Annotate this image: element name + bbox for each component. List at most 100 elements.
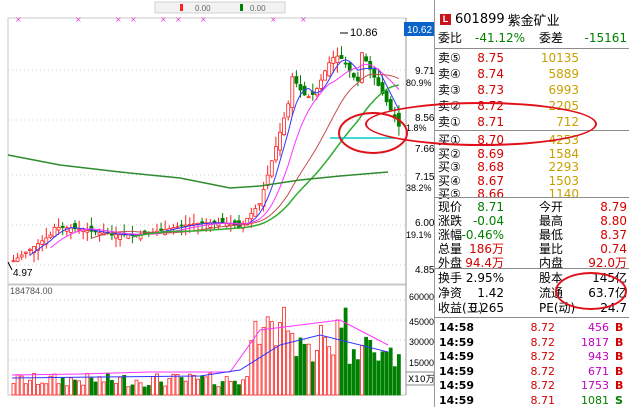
- volume-bar: [372, 352, 377, 396]
- tick-time: 14:59: [439, 350, 475, 363]
- tick-price: 8.72: [530, 364, 556, 378]
- tick-time: 14:58: [439, 321, 475, 334]
- fund-value: 1.42: [477, 286, 504, 300]
- volume-bar: [138, 382, 143, 396]
- tick-time: 14:59: [439, 393, 475, 407]
- weibi-row: 委比 -41.12% 委差 -15161: [435, 30, 629, 46]
- volume-bar: [273, 345, 278, 396]
- legend-value: 0.00: [250, 4, 266, 13]
- bid-price: 8.68: [477, 160, 504, 174]
- volume-axis-label: 60000: [409, 292, 434, 302]
- fib-pct-label: 19.1%: [406, 230, 432, 240]
- price-axis-label: 6.00: [415, 218, 434, 229]
- candle-body: [343, 62, 348, 65]
- stock-name: 紫金矿业: [507, 13, 560, 29]
- bid-volume: 1584: [548, 146, 579, 161]
- candle-body: [339, 54, 344, 60]
- candle-body: [48, 234, 53, 238]
- divider: [435, 268, 629, 269]
- volume-bar: [27, 379, 32, 396]
- volume-bar: [77, 380, 81, 396]
- ma5-line: [29, 59, 400, 256]
- candle-body: [245, 217, 250, 226]
- legend-value: 0.00: [195, 4, 211, 13]
- stat-value-2: 92.0万: [588, 256, 627, 270]
- price-pane-frame: [7, 17, 407, 285]
- candle-body: [298, 84, 303, 91]
- tick-volume: 456: [588, 321, 609, 334]
- stat-label: 外盘: [438, 256, 463, 270]
- volume-bar: [126, 386, 131, 396]
- ask-label: 卖④: [438, 67, 461, 81]
- candle-body: [327, 62, 332, 77]
- tick-volume: 1753: [581, 379, 609, 392]
- volume-bar: [347, 363, 352, 396]
- legend-box: [154, 1, 286, 14]
- signal-marker: ×: [175, 15, 182, 24]
- volume-bar: [253, 320, 258, 396]
- tick-flag: B: [615, 335, 624, 349]
- bid-price: 8.69: [477, 146, 504, 161]
- divider: [435, 317, 629, 318]
- price-axis-label: 7.66: [415, 144, 434, 155]
- tick-volume: 943: [588, 350, 609, 363]
- volume-bar: [278, 322, 282, 396]
- volume-bar: [286, 330, 291, 396]
- candle-body: [331, 57, 336, 64]
- tick-volume: 1817: [581, 335, 609, 349]
- ask-price: 8.73: [477, 83, 504, 97]
- candle-body: [294, 76, 299, 84]
- volume-axis-label: 45000: [409, 317, 434, 327]
- volume-bar: [64, 385, 69, 396]
- candle-body: [175, 226, 180, 229]
- vol-ma-line: [11, 319, 389, 376]
- market-badge: L: [440, 13, 451, 25]
- kline-chart[interactable]: 9.71 8.56 7.66 7.15 6.00 4.85 80.9% 1.8% 38.2% 19…: [0, 0, 435, 407]
- tick-time: 14:59: [439, 379, 475, 392]
- volume-bar: [97, 376, 102, 396]
- kline-svg[interactable]: 9.718.567.667.156.004.8580.9%1.8%38.2%19…: [0, 0, 435, 407]
- volume-bar: [60, 377, 65, 396]
- bid-row: 买④ 8.67 1503: [435, 173, 629, 189]
- tick-flag: B: [615, 379, 624, 392]
- volume-bar: [208, 372, 213, 396]
- candle-body: [52, 226, 57, 237]
- stat-value: 8.71: [477, 200, 504, 214]
- volume-bar: [179, 377, 184, 396]
- volume-bar: [212, 384, 217, 396]
- volume-bar: [257, 343, 262, 396]
- stat-label: 涨跌: [438, 214, 463, 228]
- ask-row: 卖④ 8.74 5889: [435, 66, 629, 82]
- fund-label: 净资: [438, 286, 463, 300]
- bid-volume: 1503: [548, 173, 579, 188]
- divider: [435, 197, 629, 198]
- ask-price: 8.74: [477, 67, 504, 81]
- volume-bar: [355, 359, 360, 396]
- candle-body: [360, 52, 364, 83]
- fib-pct-label: 80.9%: [406, 78, 432, 88]
- legend-swatch: [180, 4, 183, 11]
- stat-label-2: 内盘: [539, 256, 564, 270]
- signal-marker: ×: [75, 15, 82, 24]
- stat-row: 总量 186万 量比 0.74: [435, 241, 629, 257]
- volume-bar: [314, 350, 319, 396]
- volume-bar: [368, 340, 373, 396]
- volume-bar: [232, 380, 237, 396]
- candle-body: [290, 76, 295, 109]
- fib-pct-label: 38.2%: [406, 183, 432, 193]
- volume-unit: X10万: [408, 375, 434, 385]
- volume-bar: [249, 340, 254, 396]
- volume-bar: [241, 379, 246, 396]
- candle-body: [97, 232, 102, 236]
- candle-body: [351, 73, 356, 78]
- volume-bar: [294, 356, 299, 396]
- candle-body: [69, 227, 73, 233]
- volume-bar: [48, 375, 53, 396]
- fund-label: 收益(三): [438, 301, 484, 315]
- volume-bar: [384, 351, 389, 396]
- volume-bar: [146, 385, 151, 396]
- current-price-tag-bg: [404, 22, 434, 36]
- volume-bar: [388, 347, 393, 396]
- volume-bar: [134, 379, 139, 396]
- signal-marker: ×: [300, 15, 307, 24]
